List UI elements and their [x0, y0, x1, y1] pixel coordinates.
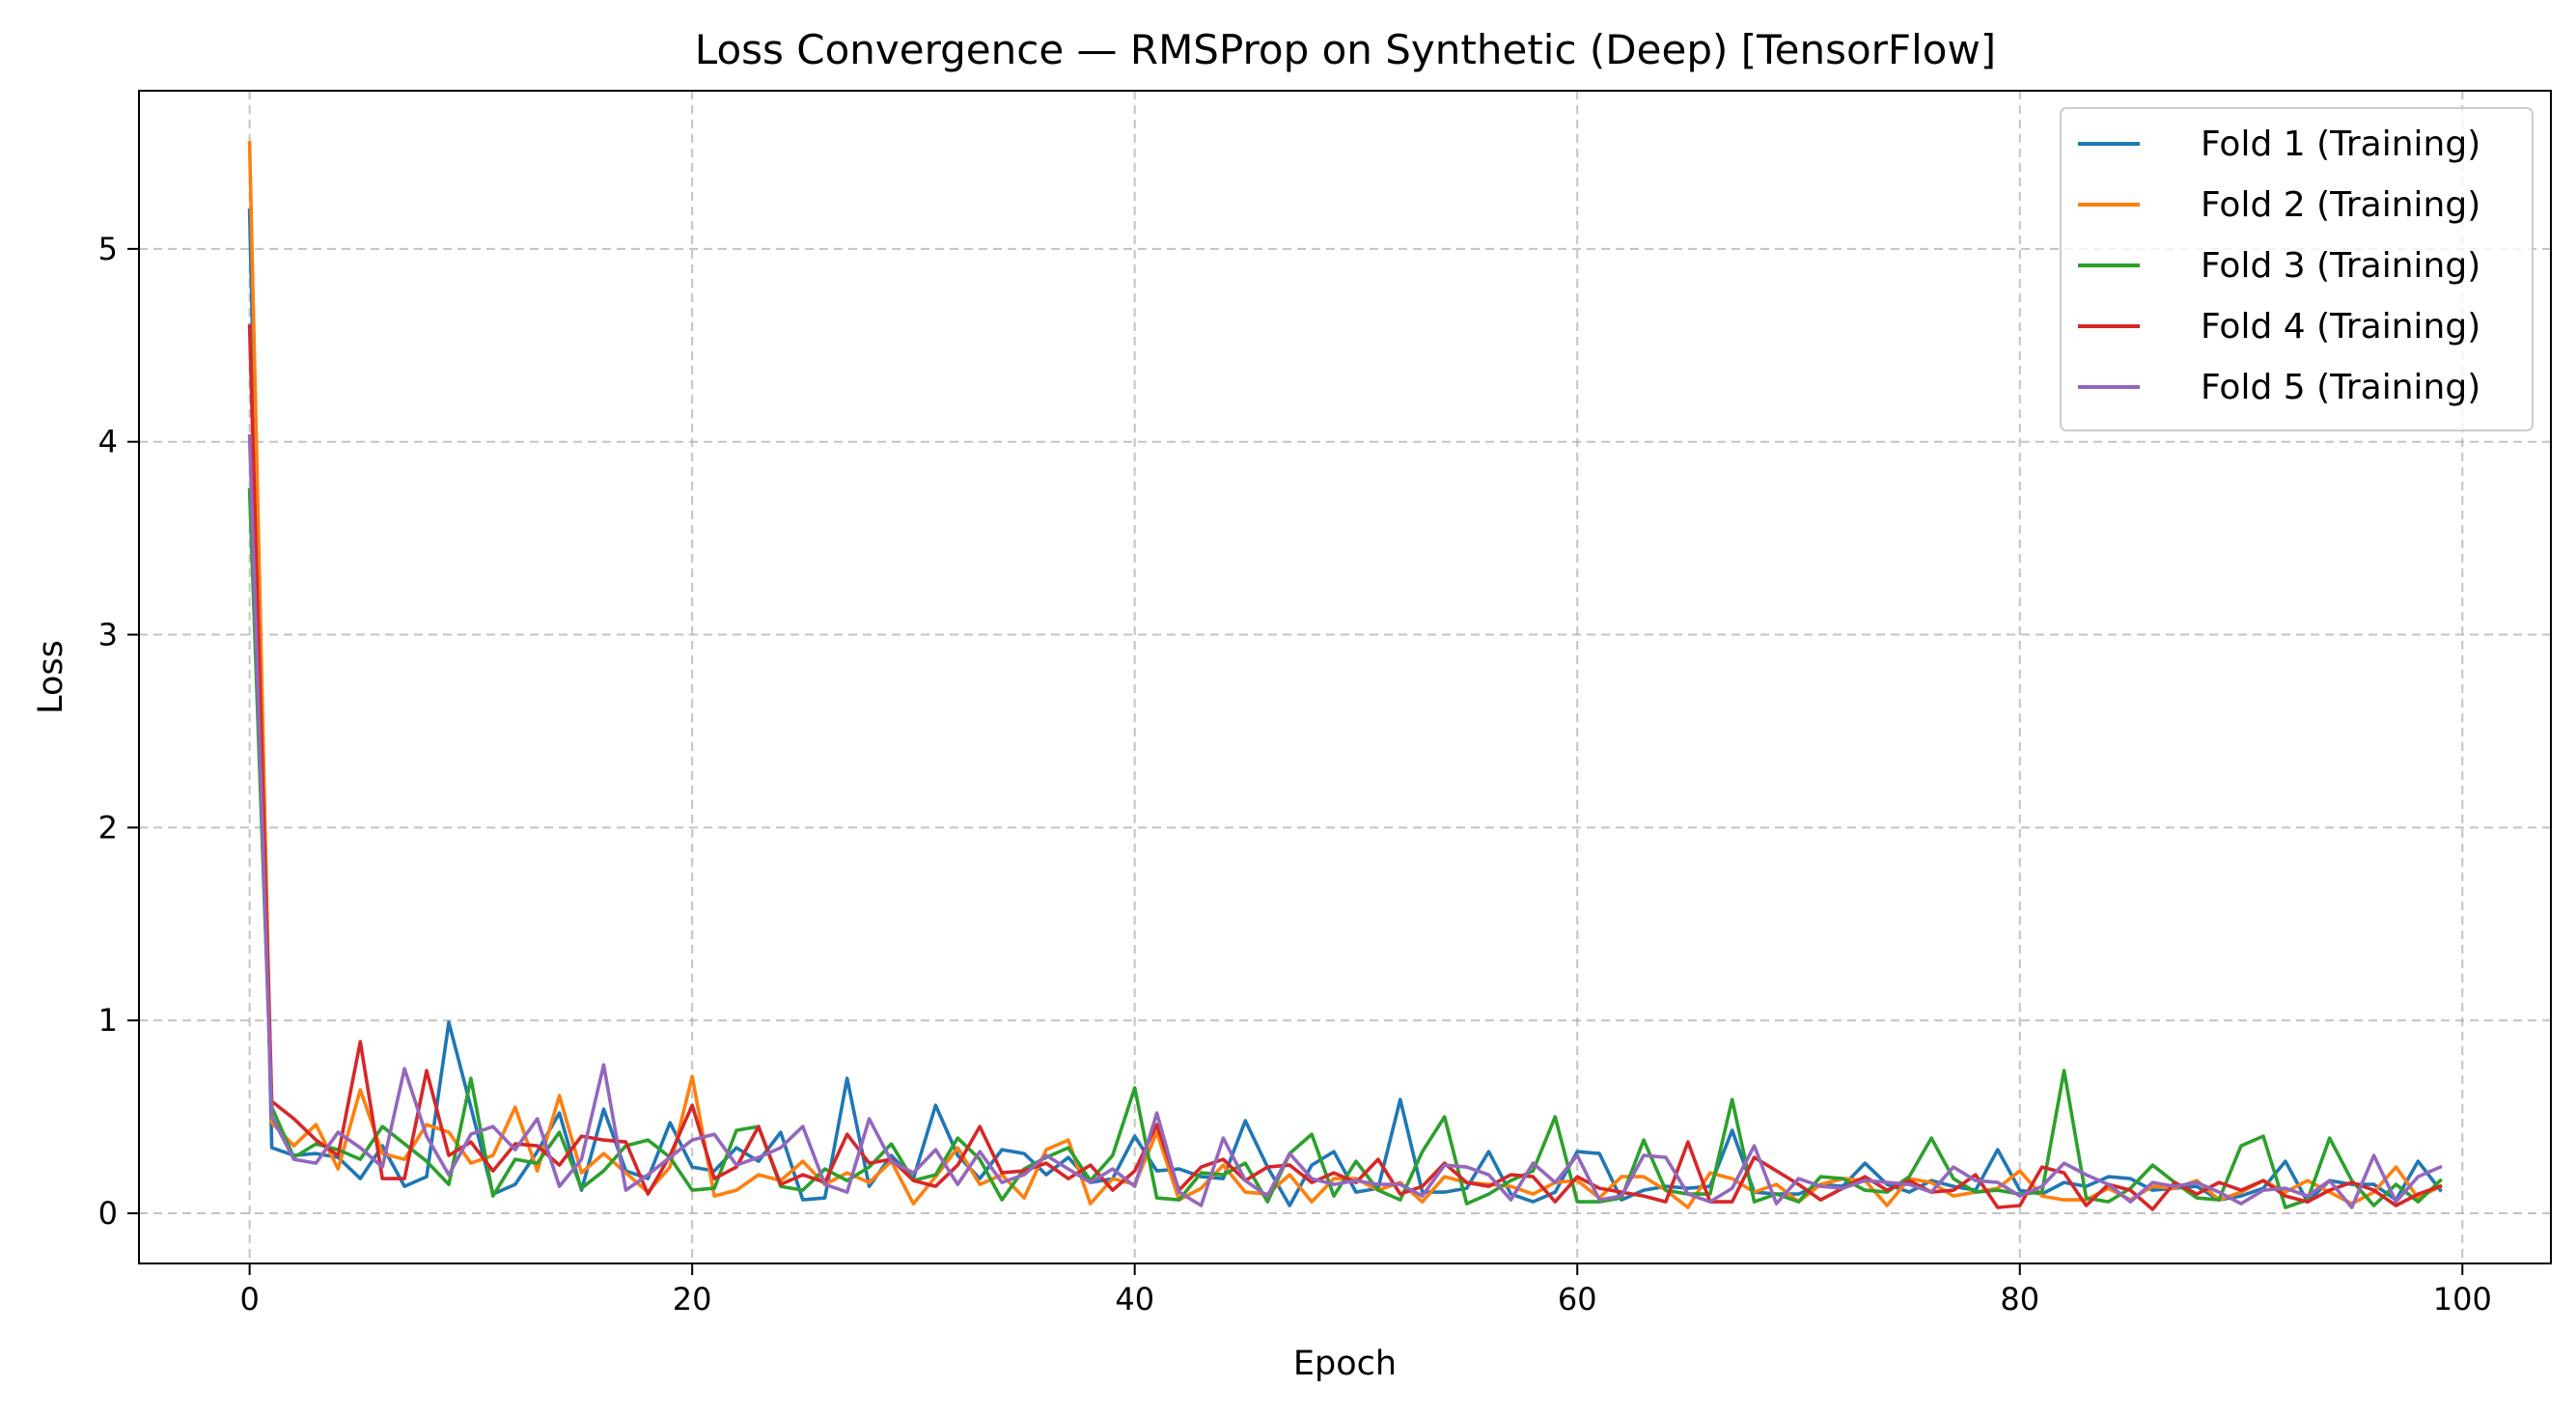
plot-area-frame — [138, 90, 2552, 1264]
x-axis-label: Epoch — [1293, 1345, 1397, 1383]
series-line-fold-4 — [247, 323, 2443, 1211]
legend-entry-label: Fold 5 (Training) — [2201, 368, 2480, 407]
y-axis-label: Loss — [32, 640, 70, 714]
y-tick-label: 3 — [98, 617, 118, 653]
series-line-fold-5 — [247, 433, 2443, 1209]
x-tick-label: 100 — [2433, 1281, 2492, 1318]
y-tick-label: 2 — [98, 809, 118, 846]
x-tick-label: 0 — [239, 1281, 259, 1318]
x-axis-ticks: 0 20 40 60 80 100 — [239, 1263, 2492, 1318]
chart-title: Loss Convergence — RMSProp on Synthetic … — [695, 26, 1996, 73]
grid — [139, 91, 2551, 1263]
x-tick-label: 60 — [1558, 1281, 1597, 1318]
x-tick-label: 40 — [1115, 1281, 1154, 1318]
legend-entry-label: Fold 2 (Training) — [2201, 185, 2480, 225]
y-tick-label: 0 — [98, 1195, 118, 1232]
legend-entry-label: Fold 1 (Training) — [2201, 125, 2480, 164]
legend: Fold 1 (Training) Fold 2 (Training) Fold 3… — [2060, 107, 2534, 431]
y-tick-label: 4 — [98, 424, 118, 460]
y-tick-label: 1 — [98, 1002, 118, 1039]
legend-entry-label: Fold 4 (Training) — [2201, 307, 2480, 347]
x-tick-label: 20 — [673, 1281, 712, 1318]
series-lines — [247, 141, 2443, 1211]
legend-entry-label: Fold 3 (Training) — [2201, 246, 2480, 286]
x-tick-label: 80 — [2000, 1281, 2039, 1318]
y-tick-label: 5 — [98, 231, 118, 267]
legend-box — [2060, 107, 2534, 431]
y-axis-ticks: 0 1 2 3 4 5 — [98, 231, 139, 1232]
